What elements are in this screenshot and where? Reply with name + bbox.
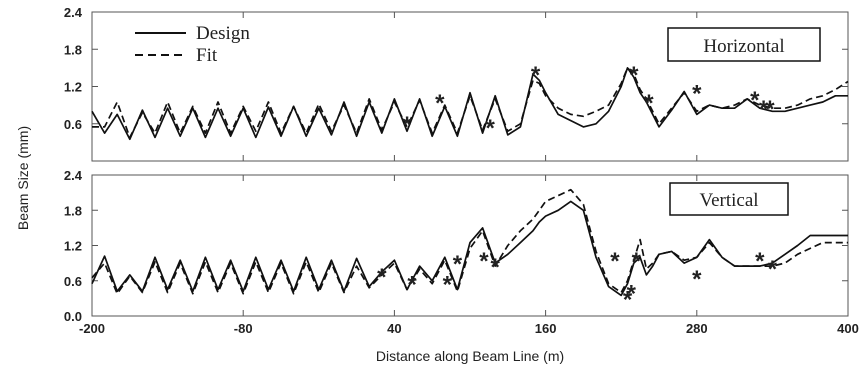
horizontal-series: [91, 67, 849, 141]
vertical-star-marker: *: [453, 251, 463, 278]
horizontal-title-box: [667, 27, 821, 62]
vertical-star-marker: *: [443, 272, 453, 299]
horizontal-star-marker: *: [435, 90, 445, 117]
vertical-title-box: [669, 182, 789, 216]
horizontal-ticks: 2.4 1.8 1.2 0.6: [64, 5, 849, 161]
vertical-ytick-label: 0.6: [64, 274, 82, 289]
legend-fit-label: Fit: [196, 45, 218, 66]
vertical-star-marker: *: [755, 248, 765, 275]
horizontal-star-marker: *: [402, 112, 412, 139]
horizontal-ytick-label: 1.2: [64, 80, 82, 95]
horizontal-star-marker: *: [531, 62, 541, 89]
legend: Design Fit: [135, 23, 250, 66]
horizontal-star-marker: *: [485, 115, 495, 142]
horizontal-ytick-label: 0.6: [64, 117, 82, 132]
horizontal-star-marker: *: [765, 96, 775, 123]
vertical-star-marker: *: [632, 248, 642, 275]
horizontal-series-fit-line: [92, 67, 849, 139]
vertical-xtick-label: 40: [387, 321, 401, 336]
horizontal-title: Horizontal: [703, 36, 784, 57]
vertical-star-marker: *: [610, 248, 620, 275]
vertical-xtick-label: 400: [837, 321, 859, 336]
vertical-panel: 2.41.81.20.60.0-200 -80 40 160 280 400 * * ** * *…: [64, 168, 859, 336]
vertical-ticks: 2.4 1.8 1.2 0.6 0.0-200 -80 40 160 280 400: [64, 168, 859, 336]
vertical-markers: * * ** * * ****** *: [377, 248, 778, 313]
vertical-ytick-label: 1.2: [64, 239, 82, 254]
x-axis-label: Distance along Beam Line (m): [376, 348, 564, 364]
horizontal-series-design-line: [91, 67, 848, 141]
vertical-xtick-label: 160: [535, 321, 557, 336]
vertical-series: [91, 188, 848, 297]
horizontal-ytick-label: 1.8: [64, 42, 82, 57]
horizontal-star-marker: *: [629, 62, 639, 89]
vertical-xtick-label: 280: [686, 321, 708, 336]
horizontal-panel: 2.41.81.20.6 **** ** * * ** Design Fit Horiz…: [64, 5, 849, 162]
vertical-ytick-label: 1.8: [64, 203, 82, 218]
vertical-star-marker: *: [623, 286, 633, 313]
vertical-star-marker: *: [692, 266, 702, 293]
y-axis-label: Beam Size (mm): [15, 126, 31, 230]
horizontal-star-marker: *: [759, 96, 769, 123]
vertical-star-marker: *: [407, 272, 417, 299]
horizontal-star-marker: *: [692, 81, 702, 108]
vertical-star-marker: *: [768, 256, 778, 283]
horizontal-star-marker: *: [644, 90, 654, 117]
horizontal-ytick-label: 2.4: [64, 5, 83, 20]
vertical-ytick-label: 0.0: [64, 309, 82, 324]
vertical-star-marker: *: [491, 254, 501, 281]
horizontal-star-marker: *: [750, 87, 760, 114]
horizontal-markers: **** ** * * **: [402, 62, 775, 142]
vertical-star-marker: *: [627, 281, 637, 308]
vertical-title: Vertical: [699, 190, 758, 211]
vertical-series-fit-line: [91, 188, 848, 295]
vertical-star-marker: *: [479, 248, 489, 275]
vertical-series-design-line: [91, 200, 848, 297]
vertical-xtick-label: -200: [79, 321, 105, 336]
vertical-star-marker: *: [377, 264, 387, 291]
legend-design-label: Design: [196, 23, 250, 44]
vertical-ytick-label: 2.4: [64, 168, 83, 183]
vertical-xtick-label: -80: [234, 321, 253, 336]
